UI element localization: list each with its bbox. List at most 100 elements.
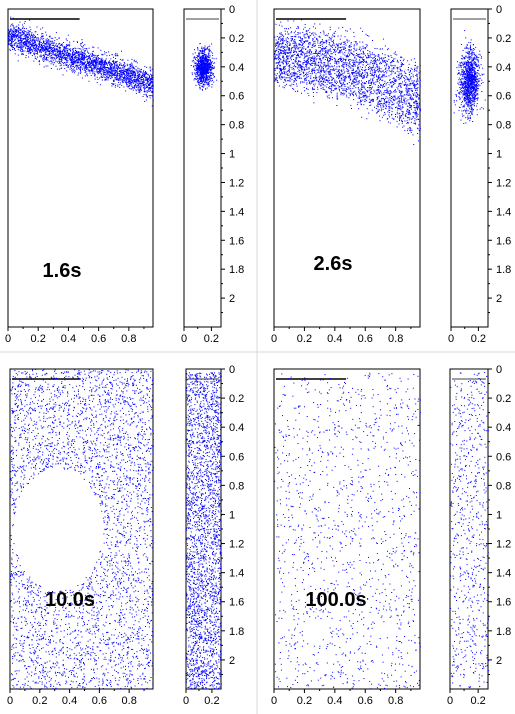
data-point (96, 55, 98, 57)
data-point (362, 41, 364, 43)
data-point (132, 71, 134, 73)
data-point (110, 77, 112, 79)
data-point (22, 31, 24, 33)
data-point (31, 37, 33, 39)
data-point (395, 80, 397, 81)
data-point (128, 70, 130, 72)
data-point (146, 77, 148, 79)
data-point (388, 90, 390, 92)
data-point (369, 50, 371, 52)
data-point (201, 81, 203, 83)
data-point (391, 117, 393, 119)
data-point (58, 58, 60, 59)
data-point (398, 118, 400, 120)
data-point (346, 89, 348, 90)
data-point (291, 31, 293, 33)
data-point (46, 45, 48, 47)
data-point (385, 71, 387, 72)
data-point (315, 64, 317, 66)
data-point (133, 87, 135, 89)
data-point (35, 50, 37, 52)
data-point (67, 61, 69, 63)
data-point (349, 95, 351, 97)
data-point (88, 61, 90, 63)
data-point (367, 73, 368, 75)
data-point (275, 75, 277, 77)
data-point (139, 83, 141, 85)
data-point (16, 43, 18, 45)
data-point (85, 70, 87, 72)
data-point (40, 37, 42, 39)
data-point (312, 39, 314, 41)
data-point (9, 33, 11, 35)
data-point (398, 85, 400, 87)
data-point (117, 66, 119, 67)
data-point (146, 90, 148, 92)
data-point (10, 42, 12, 44)
data-point (308, 67, 310, 68)
data-point (55, 53, 57, 55)
data-point (69, 49, 71, 51)
data-point (201, 52, 203, 54)
data-point (110, 58, 112, 60)
data-point (59, 47, 61, 48)
data-point (105, 69, 107, 71)
data-point (90, 69, 92, 71)
data-point (70, 65, 72, 67)
data-point (10, 38, 12, 40)
data-point (22, 38, 24, 40)
data-point (397, 109, 399, 111)
data-point (142, 78, 144, 80)
data-point (391, 104, 393, 106)
data-point (198, 62, 199, 64)
data-point (356, 53, 358, 54)
data-point (207, 61, 208, 63)
data-point (212, 67, 213, 69)
data-point (111, 77, 113, 79)
data-point (75, 50, 77, 52)
data-point (104, 74, 106, 76)
data-point (101, 69, 103, 71)
data-point (197, 82, 199, 83)
data-point (378, 66, 380, 68)
data-point (380, 101, 382, 103)
data-point (338, 75, 340, 77)
data-point (328, 87, 329, 89)
data-point (213, 58, 215, 60)
data-point (101, 66, 103, 68)
data-point (379, 109, 381, 111)
data-point (402, 104, 404, 106)
data-point (117, 67, 119, 69)
data-point (63, 49, 65, 51)
data-point (104, 53, 106, 55)
data-point (92, 70, 94, 72)
data-point (29, 52, 31, 53)
data-point (28, 53, 30, 55)
data-point (35, 39, 37, 41)
data-point (73, 64, 75, 66)
data-point (395, 80, 397, 82)
data-point (26, 51, 28, 53)
data-point (385, 104, 387, 106)
data-point (49, 51, 51, 53)
data-point (72, 52, 74, 54)
data-point (114, 86, 116, 88)
data-point (355, 92, 357, 94)
data-point (345, 55, 347, 57)
data-point (10, 43, 12, 44)
data-point (195, 58, 196, 60)
data-point (202, 73, 204, 75)
data-point (127, 69, 129, 71)
data-point (196, 81, 198, 83)
data-point (199, 57, 201, 59)
data-point (123, 64, 125, 65)
data-point (407, 60, 409, 62)
data-point (8, 44, 10, 46)
data-point (318, 61, 319, 63)
data-point (152, 80, 154, 82)
data-point (196, 59, 198, 61)
data-point (10, 39, 12, 41)
y-tick-label: 0.2 (229, 33, 244, 45)
data-point (11, 43, 13, 45)
data-point (366, 35, 368, 36)
